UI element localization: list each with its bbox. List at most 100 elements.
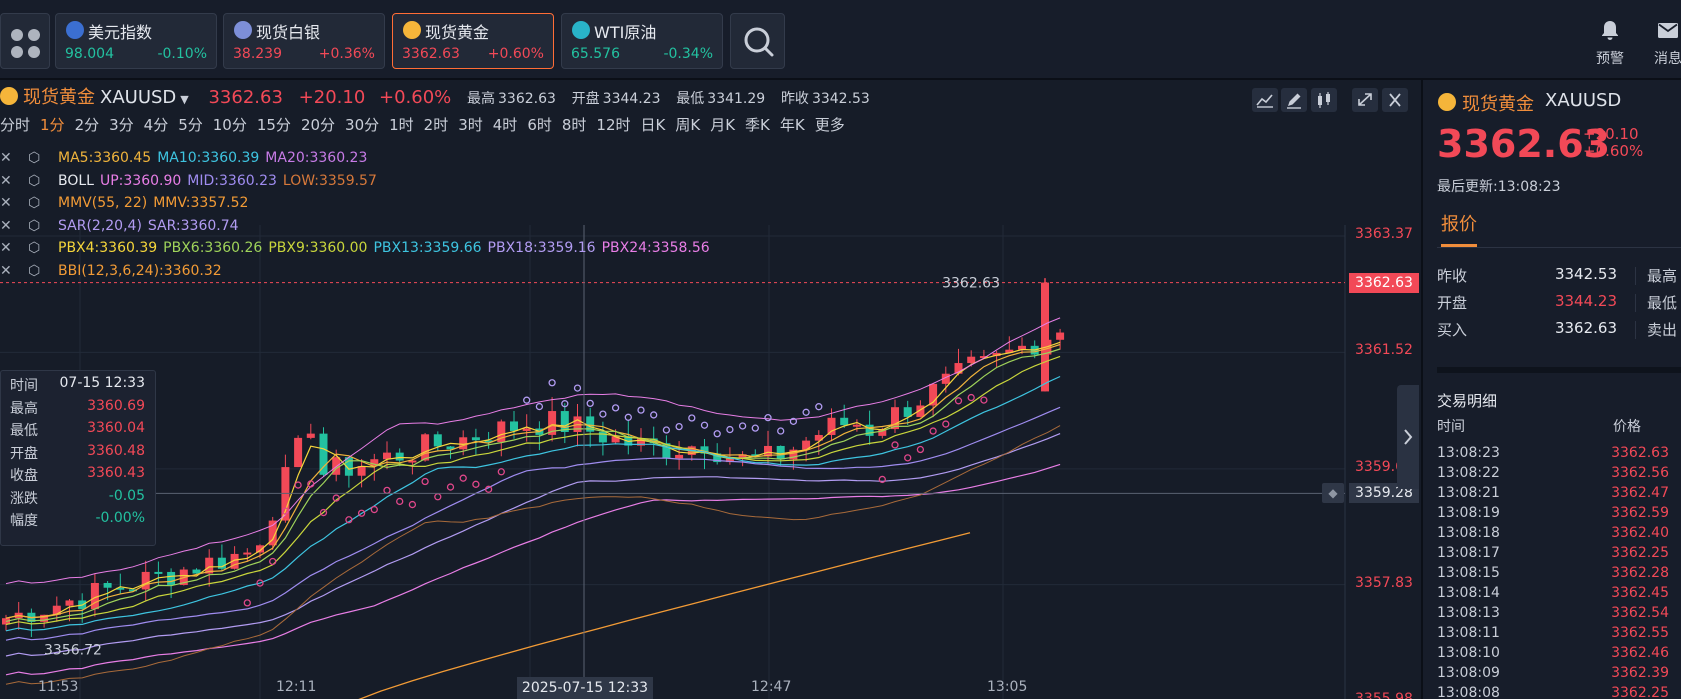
- remove-indicator-icon[interactable]: ✕: [0, 195, 12, 211]
- draw-pen-button[interactable]: [1281, 88, 1307, 112]
- indicator-value: PBX4:3360.39: [58, 240, 158, 256]
- trade-header-time: 时间: [1437, 419, 1465, 435]
- tooltip-row: 最低 3360.04: [1, 420, 155, 443]
- low-label: 最低: [676, 91, 705, 107]
- trade-row: 13:08:18 3362.40: [1437, 525, 1669, 545]
- sar-dot: [370, 505, 378, 514]
- tooltip-key: 开盘: [10, 445, 38, 462]
- indicator-line: [5, 341, 1061, 619]
- chart-symbol-name[interactable]: 现货黄金: [23, 87, 95, 108]
- period-15[interactable]: 8时: [561, 116, 587, 134]
- chart-symbol-code[interactable]: XAUUSD: [100, 87, 177, 108]
- indicator-row: ✕ ⬡ BOLL UP:3360.90 MID:3360.23 LOW:3359.57: [0, 173, 716, 196]
- candle-style-button[interactable]: [1311, 88, 1337, 112]
- indicator-settings-icon[interactable]: ⬡: [28, 240, 41, 256]
- indicator-settings-icon[interactable]: ⬡: [28, 150, 41, 166]
- period-20[interactable]: 季K: [745, 116, 770, 134]
- candle-body: [586, 416, 595, 432]
- period-16[interactable]: 12时: [596, 116, 631, 134]
- indicator-settings-icon[interactable]: ⬡: [28, 195, 41, 211]
- bell-icon: [1602, 21, 1618, 40]
- indicator-value: PBX13:3359.66: [373, 240, 482, 256]
- tooltip-key: 收盘: [10, 468, 38, 484]
- period-10[interactable]: 1时: [389, 116, 414, 134]
- period-8[interactable]: 20分: [300, 116, 336, 134]
- indicator-settings-icon[interactable]: ⬡: [28, 172, 41, 189]
- period-14[interactable]: 6时: [527, 116, 552, 134]
- ticker-flag-icon: [66, 21, 84, 39]
- period-9[interactable]: 30分: [345, 116, 380, 134]
- quote-separator: [1635, 267, 1636, 285]
- remove-indicator-icon[interactable]: ✕: [0, 240, 12, 256]
- ticker-card[interactable]: WTI原油 65.576 -0.34%: [561, 13, 723, 69]
- ticker-card[interactable]: 美元指数 98.004 -0.10%: [55, 13, 217, 69]
- symbol-dropdown-icon[interactable]: ▼: [180, 93, 189, 106]
- sar-dot: [383, 486, 391, 495]
- time-tick: 12:47: [751, 679, 792, 695]
- quote-key-2: 卖出: [1647, 321, 1678, 339]
- candle-body: [192, 569, 201, 574]
- sar-dot: [929, 427, 937, 435]
- period-3[interactable]: 3分: [109, 116, 134, 134]
- collapse-panel-button[interactable]: [1397, 385, 1419, 489]
- period-19[interactable]: 月K: [710, 116, 736, 134]
- add-alert-icon[interactable]: ◆: [1322, 483, 1344, 504]
- period-0[interactable]: 分时: [0, 116, 31, 134]
- indicator-value: MMV(55, 22): [58, 195, 148, 211]
- sar-dot: [535, 402, 544, 411]
- trade-price: 3362.56: [1611, 465, 1669, 481]
- close-chart-button[interactable]: [1382, 88, 1408, 112]
- period-7[interactable]: 15分: [256, 116, 291, 134]
- period-17[interactable]: 日K: [640, 116, 666, 134]
- period-4[interactable]: 4分: [143, 116, 169, 134]
- trade-time: 13:08:18: [1437, 525, 1500, 541]
- ticker-card[interactable]: 现货黄金 3362.63 +0.60%: [392, 13, 554, 69]
- trade-row: 13:08:10 3362.46: [1437, 645, 1669, 665]
- period-6[interactable]: 10分: [212, 116, 247, 134]
- search-button[interactable]: [730, 13, 785, 69]
- sar-dot: [662, 426, 671, 434]
- period-21[interactable]: 年K: [779, 116, 805, 134]
- alert-button[interactable]: 预警: [1587, 18, 1633, 68]
- remove-indicator-icon[interactable]: ✕: [0, 217, 12, 234]
- app-menu-button[interactable]: [0, 13, 50, 69]
- trade-price: 3362.28: [1611, 565, 1669, 581]
- period-13[interactable]: 4时: [492, 116, 518, 134]
- message-button[interactable]: 消息: [1645, 18, 1681, 68]
- quote-price: 3362.63: [1437, 122, 1611, 166]
- sar-dot: [396, 497, 404, 506]
- close-icon: [1389, 93, 1401, 107]
- remove-indicator-icon[interactable]: ✕: [0, 150, 12, 166]
- sar-dot: [497, 468, 505, 476]
- draw-line-button[interactable]: [1252, 88, 1278, 112]
- period-1[interactable]: 1分: [40, 116, 65, 134]
- period-22[interactable]: 更多: [814, 116, 845, 134]
- grid-icon: [28, 46, 40, 58]
- period-5[interactable]: 5分: [178, 116, 203, 134]
- trade-time: 13:08:09: [1437, 665, 1500, 681]
- indicator-value: LOW:3359.57: [282, 172, 377, 189]
- ticker-card[interactable]: 现货白银 38.239 +0.36%: [223, 13, 385, 69]
- period-11[interactable]: 2时: [423, 116, 449, 134]
- quote-value: 3362.63: [1554, 319, 1617, 337]
- sar-dot: [332, 494, 340, 502]
- indicator-settings-icon[interactable]: ⬡: [28, 217, 41, 234]
- pen-icon: [1287, 93, 1301, 109]
- period-2[interactable]: 2分: [74, 116, 100, 134]
- remove-indicator-icon[interactable]: ✕: [0, 262, 12, 279]
- candle-body: [40, 614, 49, 622]
- period-12[interactable]: 3时: [458, 116, 483, 134]
- sar-dot: [713, 430, 721, 438]
- ticker-change: -0.10%: [157, 46, 207, 62]
- fullscreen-button[interactable]: [1352, 88, 1378, 112]
- sar-dot: [726, 425, 734, 434]
- indicator-settings-icon[interactable]: ⬡: [28, 262, 41, 279]
- trade-time: 13:08:11: [1437, 625, 1500, 641]
- sar-dot: [777, 427, 785, 435]
- quote-key-2: 最高: [1647, 267, 1678, 285]
- tab-quote[interactable]: 报价: [1441, 210, 1477, 247]
- remove-indicator-icon[interactable]: ✕: [0, 172, 12, 189]
- period-18[interactable]: 周K: [675, 116, 701, 134]
- sar-dot: [980, 396, 988, 404]
- quote-key: 买入: [1437, 321, 1468, 339]
